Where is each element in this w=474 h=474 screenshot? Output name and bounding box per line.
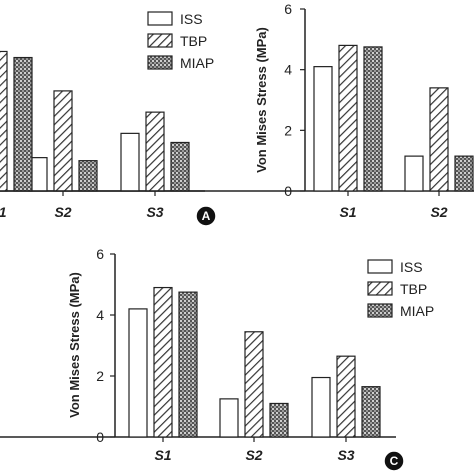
legend-label-miap: MIAP xyxy=(400,303,434,319)
category-label: S2 xyxy=(245,447,262,463)
panel-badge xyxy=(383,450,405,472)
bar-tbp-s1 xyxy=(153,286,173,438)
category-label: S1 xyxy=(339,204,356,220)
bar-iss-s2 xyxy=(404,155,424,192)
legend-swatch-miap xyxy=(367,303,393,318)
y-tick-label: 2 xyxy=(284,122,292,138)
legend-swatch-iss xyxy=(367,259,393,274)
bar-tbp-s2 xyxy=(53,90,73,192)
y-tick-label: 4 xyxy=(96,307,104,323)
panel-badge-label: C xyxy=(390,454,399,468)
bar-miap-s1 xyxy=(13,56,33,192)
bar-miap-s2 xyxy=(78,160,98,192)
bar-miap-s1 xyxy=(363,46,383,192)
y-tick-label: 6 xyxy=(284,1,292,17)
legend-swatch-tbp xyxy=(367,281,393,296)
y-axis-title: Von Mises Stress (MPa) xyxy=(254,27,269,173)
bar-iss-s3 xyxy=(311,376,331,438)
panel-badge xyxy=(195,205,217,227)
y-tick-label: 4 xyxy=(284,62,292,78)
y-tick-label: 2 xyxy=(96,368,104,384)
bar-iss-s1 xyxy=(313,66,333,192)
bar-tbp-s2 xyxy=(429,87,449,192)
bar-miap-s3 xyxy=(170,141,190,192)
category-label: S3 xyxy=(337,447,354,463)
legend-swatch-miap xyxy=(147,55,173,70)
bar-tbp-s1 xyxy=(0,50,8,192)
legend-label-tbp: TBP xyxy=(180,33,207,49)
category-label: S1 xyxy=(0,204,7,220)
bar-miap-s3 xyxy=(361,386,381,438)
category-label: S3 xyxy=(146,204,163,220)
category-label: S2 xyxy=(430,204,447,220)
y-tick-label: 6 xyxy=(96,246,104,262)
legend-label-iss: ISS xyxy=(180,11,203,27)
bar-miap-s1 xyxy=(178,291,198,438)
bar-tbp-s1 xyxy=(338,44,358,192)
panel-badge-label: A xyxy=(202,209,211,223)
category-label: S2 xyxy=(54,204,71,220)
legend-swatch-tbp xyxy=(147,33,173,48)
legend-label-iss: ISS xyxy=(400,259,423,275)
bar-tbp-s3 xyxy=(145,111,165,192)
bar-iss-s1 xyxy=(128,308,148,438)
legend-swatch-iss xyxy=(147,11,173,26)
bar-miap-s2 xyxy=(269,402,289,438)
legend-label-tbp: TBP xyxy=(400,281,427,297)
bar-miap-s2 xyxy=(454,155,474,192)
bar-tbp-s2 xyxy=(244,331,264,438)
bar-tbp-s3 xyxy=(336,355,356,438)
y-axis-title: Von Mises Stress (MPa) xyxy=(67,272,82,418)
bar-iss-s2 xyxy=(219,398,239,438)
bar-iss-s3 xyxy=(120,132,140,192)
category-label: S1 xyxy=(154,447,171,463)
panel-a-chart: S1 S2 S3 ISS TBP MIAP A xyxy=(0,11,217,227)
legend-label-miap: MIAP xyxy=(180,55,214,71)
